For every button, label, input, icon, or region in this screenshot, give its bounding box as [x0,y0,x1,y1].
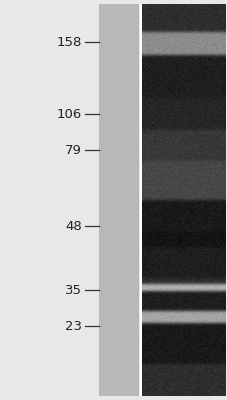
Bar [142,37,225,47]
Text: 35: 35 [65,284,82,296]
Text: 23: 23 [65,320,82,332]
Bar [142,314,225,360]
Bar [142,200,225,244]
Bar [142,4,225,396]
Bar [142,280,225,300]
Bar [142,244,225,280]
Bar [142,160,225,200]
Bar [142,289,225,296]
Bar [142,323,225,329]
Text: 79: 79 [65,144,82,156]
Bar [139,4,142,396]
Text: 158: 158 [57,36,82,48]
Bar [142,48,225,96]
Bar [142,96,225,160]
Bar [142,360,225,396]
Text: 106: 106 [57,108,82,120]
Bar [142,300,225,314]
Bar [142,28,225,52]
Bar [99,4,138,396]
Text: 48: 48 [65,220,82,232]
